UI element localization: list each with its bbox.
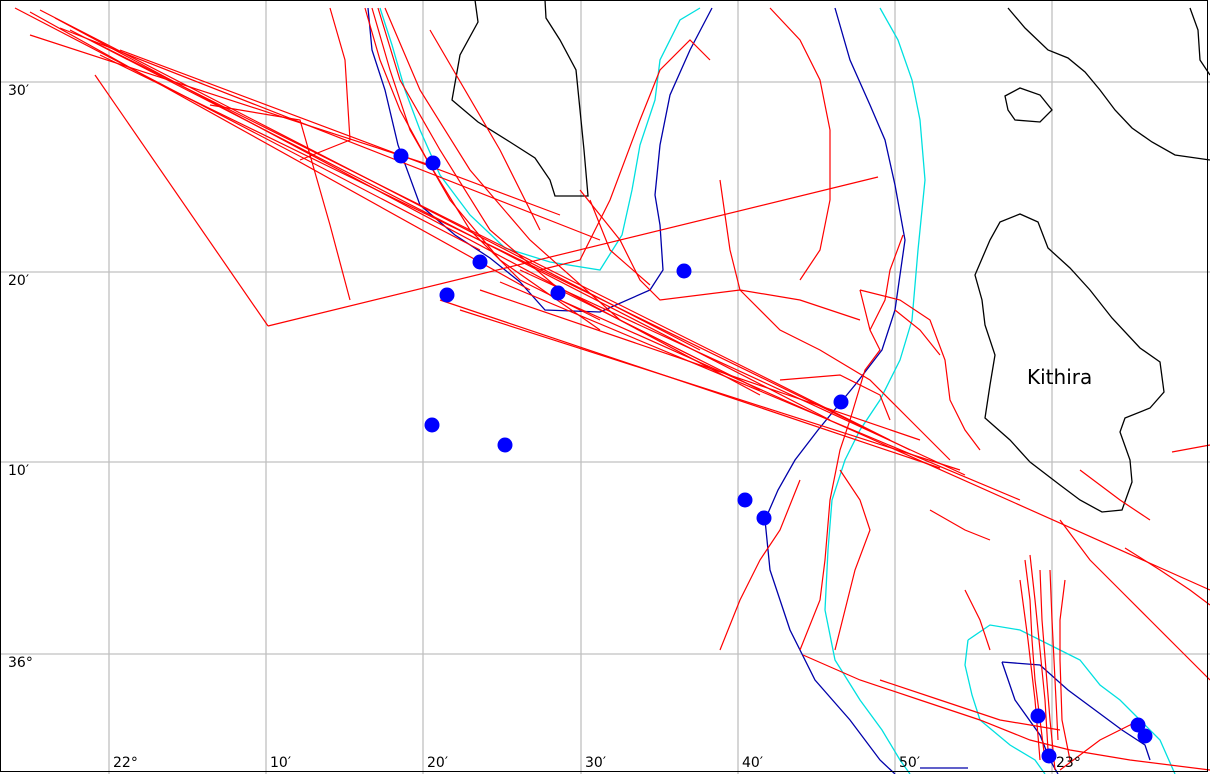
ship-track — [799, 289, 881, 651]
coastline-mainland-east — [1007, 7, 1210, 161]
ship-track — [267, 176, 879, 327]
ship-track — [802, 654, 1210, 771]
latitude-label: 30′ — [8, 83, 29, 99]
stations-layer — [393, 148, 1153, 764]
station-marker[interactable] — [472, 254, 488, 270]
coastline-headland — [1189, 7, 1210, 76]
station-marker[interactable] — [425, 155, 441, 171]
ship-track — [879, 679, 1061, 731]
depth-contour-light-south — [967, 624, 1176, 774]
ship-track — [29, 34, 431, 166]
ship-track — [559, 299, 1210, 591]
ship-track — [1039, 569, 1056, 771]
station-marker[interactable] — [393, 148, 409, 164]
ship-track — [1171, 444, 1210, 453]
ship-track — [59, 27, 601, 241]
ship-track — [719, 179, 951, 461]
ship-track — [1029, 554, 1049, 751]
station-marker[interactable] — [1030, 708, 1046, 724]
station-marker[interactable] — [833, 394, 849, 410]
station-marker[interactable] — [1041, 748, 1057, 764]
ship-track — [209, 104, 351, 301]
island-label-kithira: Kithira — [1027, 365, 1092, 389]
ship-track — [479, 289, 921, 441]
longitude-label: 40′ — [742, 755, 763, 771]
longitude-label: 22° — [113, 755, 138, 771]
latitude-label: 10′ — [8, 463, 29, 479]
ship-track — [94, 74, 269, 327]
ship-track — [1059, 579, 1071, 761]
station-marker[interactable] — [676, 263, 692, 279]
ship-track — [1079, 469, 1151, 521]
ship-track — [929, 509, 991, 541]
longitude-label: 50′ — [899, 755, 920, 771]
longitude-label: 23° — [1056, 755, 1081, 771]
coastline-layer — [451, 0, 1210, 513]
ship-track — [769, 7, 831, 281]
coastline-islet — [1004, 87, 1053, 123]
ship-track — [499, 281, 1021, 501]
ship-track — [429, 29, 541, 231]
longitude-label: 20′ — [427, 755, 448, 771]
ship-track — [119, 49, 561, 216]
station-marker[interactable] — [1130, 717, 1146, 733]
longitude-label: 30′ — [585, 755, 606, 771]
ship-track — [1124, 547, 1210, 606]
ship-track — [539, 39, 711, 271]
ship-track — [1049, 569, 1059, 741]
depth-contour-dark-east — [764, 7, 906, 774]
depth-contour-dark-south-b — [1001, 661, 1059, 774]
ship-track — [834, 469, 871, 651]
ship-track — [1059, 519, 1210, 681]
ship-track — [964, 589, 991, 651]
coastline-peninsula — [451, 0, 589, 197]
ship-track — [1019, 579, 1041, 761]
station-marker[interactable] — [497, 437, 513, 453]
station-marker[interactable] — [756, 510, 772, 526]
depth-contour-light-east — [824, 7, 926, 774]
ship-track — [29, 11, 531, 291]
depth-contour-dark-south — [1001, 661, 1151, 761]
station-marker[interactable] — [424, 417, 440, 433]
map-labels: 30′ 20′ 10′ 36° 22° 10′ 20′ 30′ 40′ 50′ … — [8, 83, 1092, 771]
station-marker[interactable] — [550, 285, 566, 301]
ship-track — [377, 7, 701, 361]
station-marker[interactable] — [439, 287, 455, 303]
ship-track — [384, 7, 761, 391]
ship-tracks — [14, 7, 1210, 771]
ship-track — [869, 234, 904, 331]
ship-track — [1059, 719, 1141, 771]
ship-track — [719, 479, 801, 651]
ship-track — [299, 7, 351, 161]
depth-contour-light-main — [379, 7, 701, 271]
ship-track — [894, 309, 941, 356]
ship-track — [589, 199, 651, 286]
ship-track — [14, 7, 481, 251]
ship-track — [579, 189, 861, 321]
station-marker[interactable] — [1137, 728, 1153, 744]
latitude-label: 20′ — [8, 273, 29, 289]
station-marker[interactable] — [737, 492, 753, 508]
longitude-label: 10′ — [270, 755, 291, 771]
latitude-label: 36° — [8, 655, 33, 671]
ship-track — [859, 289, 981, 451]
coastline-kithira — [974, 213, 1165, 513]
ship-track — [1024, 559, 1046, 761]
ship-track — [519, 269, 966, 476]
ship-track — [459, 309, 961, 471]
ship-track — [99, 54, 911, 451]
